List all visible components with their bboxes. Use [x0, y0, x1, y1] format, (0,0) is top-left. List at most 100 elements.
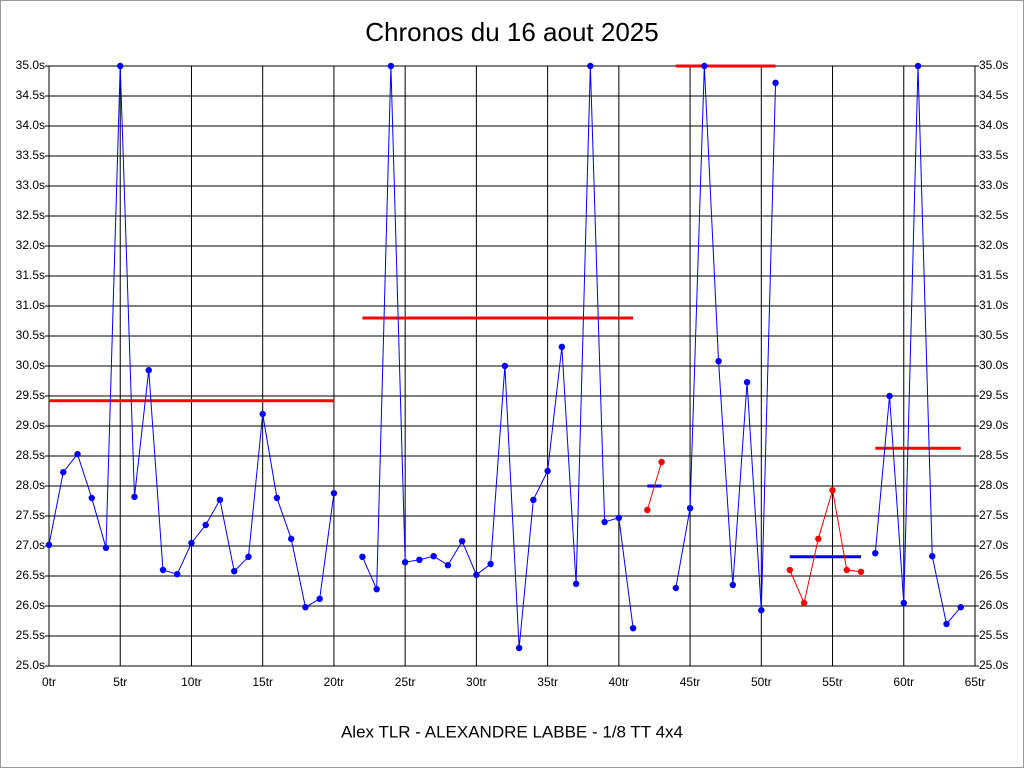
x-tick-label: 5tr: [113, 675, 127, 689]
point: [886, 392, 893, 400]
point: [857, 568, 865, 575]
point: [316, 595, 323, 602]
point: [159, 566, 167, 574]
y2-tick-label: 27.0s: [979, 538, 1008, 552]
y2-tick-label: 31.0s: [979, 298, 1008, 312]
x-tick-label: 35tr: [537, 675, 558, 689]
point: [259, 410, 266, 418]
point: [872, 550, 879, 557]
y2-tick-label: 30.0s: [979, 358, 1008, 372]
x-tick-label: 0tr: [42, 675, 56, 689]
y-tick-label: 26.0s: [16, 598, 45, 612]
point: [387, 62, 395, 70]
point: [829, 487, 836, 494]
point: [701, 62, 708, 70]
y-tick-label: 31.5s: [16, 268, 45, 282]
y2-tick-label: 28.5s: [979, 448, 1008, 462]
y-tick-label: 28.0s: [16, 478, 45, 492]
point: [530, 496, 537, 503]
point: [644, 506, 651, 514]
point: [715, 358, 722, 365]
series-line: [646, 461, 663, 511]
point: [74, 451, 81, 458]
point: [202, 521, 209, 529]
point: [515, 644, 523, 652]
x-tick-label: 65tr: [965, 675, 986, 689]
y2-tick-label: 25.0s: [979, 658, 1008, 672]
point: [188, 539, 195, 547]
x-tick-label: 40tr: [609, 675, 630, 689]
y2-tick-label: 29.0s: [979, 418, 1008, 432]
y-tick-label: 33.0s: [16, 178, 45, 192]
y-tick-label: 30.5s: [16, 328, 45, 342]
point: [758, 607, 765, 614]
point: [117, 62, 124, 70]
point: [330, 490, 338, 497]
y-tick-label: 33.5s: [16, 148, 45, 162]
y-tick-label: 34.5s: [16, 88, 45, 102]
point: [359, 553, 366, 560]
point: [929, 553, 936, 560]
y2-tick-label: 29.5s: [979, 388, 1008, 402]
point: [943, 620, 950, 628]
y-tick-label: 27.0s: [16, 538, 45, 552]
y-tick-label: 31.0s: [16, 298, 45, 312]
point: [145, 367, 152, 374]
x-tick-label: 55tr: [822, 675, 843, 689]
point: [45, 541, 53, 548]
point: [501, 362, 509, 370]
y2-tick-label: 32.5s: [979, 208, 1008, 222]
y2-tick-label: 32.0s: [979, 238, 1008, 252]
y-tick-label: 29.5s: [16, 388, 45, 402]
point: [458, 538, 466, 545]
y2-tick-label: 26.0s: [979, 598, 1008, 612]
point: [743, 379, 751, 386]
point: [815, 535, 822, 542]
y-tick-label: 29.0s: [16, 418, 45, 432]
point: [273, 494, 281, 502]
point: [601, 518, 608, 526]
point: [558, 343, 566, 350]
point: [487, 560, 494, 568]
x-tick-label: 25tr: [395, 675, 416, 689]
y-tick-label: 25.0s: [16, 658, 45, 672]
point: [373, 586, 380, 593]
y-tick-label: 35.0s: [16, 58, 45, 72]
point: [572, 580, 580, 587]
point: [245, 553, 252, 560]
point: [416, 556, 423, 563]
point: [786, 566, 793, 574]
y-tick-label: 34.0s: [16, 118, 45, 132]
x-tick-label: 10tr: [181, 675, 202, 689]
point: [430, 553, 437, 560]
point: [615, 514, 623, 521]
y-tick-label: 27.5s: [16, 508, 45, 522]
point: [672, 584, 680, 592]
point: [174, 571, 181, 578]
point: [401, 559, 409, 566]
x-tick-label: 50tr: [751, 675, 772, 689]
x-tick-label: 30tr: [466, 675, 487, 689]
x-tick-label: 15tr: [252, 675, 273, 689]
point: [900, 599, 907, 607]
y2-tick-label: 33.5s: [979, 148, 1008, 162]
point: [629, 625, 637, 632]
point: [88, 494, 95, 502]
point: [131, 493, 138, 500]
point: [473, 571, 480, 578]
y-tick-label: 25.5s: [16, 628, 45, 642]
chart-title: Chronos du 16 aout 2025: [365, 17, 658, 47]
x-tick-label: 45tr: [680, 675, 701, 689]
y2-tick-label: 25.5s: [979, 628, 1008, 642]
point: [587, 62, 594, 70]
y2-tick-label: 34.5s: [979, 88, 1008, 102]
point: [772, 79, 779, 87]
point: [302, 604, 309, 611]
point: [658, 458, 665, 466]
point: [102, 544, 110, 551]
y2-tick-label: 34.0s: [979, 118, 1008, 132]
plot-border: [48, 65, 976, 667]
point: [231, 568, 238, 575]
y2-tick-label: 31.5s: [979, 268, 1008, 282]
